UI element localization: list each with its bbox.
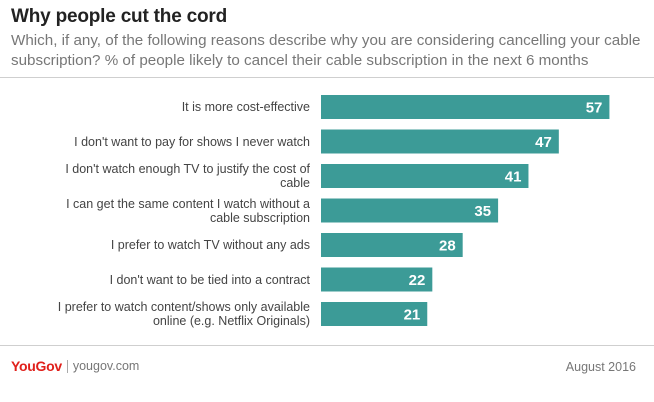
bar-value-label: 41 [505, 169, 522, 186]
category-label: I can get the same content I watch witho… [66, 196, 310, 225]
bar-value-label: 47 [535, 134, 552, 151]
chart-subtitle: Which, if any, of the following reasons … [11, 32, 641, 69]
bar [321, 129, 559, 154]
footer-separator [66, 359, 68, 373]
top-divider [0, 77, 654, 78]
category-label: I don't want to be tied into a contract [109, 272, 310, 287]
bottom-divider [0, 345, 654, 346]
category-label: I prefer to watch content/shows only ava… [57, 300, 310, 328]
bar-value-label: 28 [439, 238, 456, 255]
category-label: I prefer to watch TV without any ads [110, 238, 310, 252]
chart-title: Why people cut the cord [11, 6, 228, 27]
footer: YouGov yougov.com [11, 358, 139, 374]
bar-value-label: 35 [474, 203, 491, 220]
yougov-logo: YouGov [11, 358, 62, 374]
bar [321, 198, 499, 223]
bar [321, 95, 610, 119]
category-label: I don't watch enough TV to justify the c… [65, 162, 310, 190]
bar [321, 267, 433, 292]
publication-date: August 2016 [565, 360, 636, 374]
bar [321, 233, 463, 257]
bar [321, 302, 428, 326]
bar-value-label: 21 [404, 307, 421, 324]
bar-value-label: 22 [409, 272, 426, 289]
bar-value-label: 57 [586, 100, 603, 117]
category-label: I don't want to pay for shows I never wa… [74, 134, 310, 149]
category-label: It is more cost-effective [181, 100, 310, 114]
bar [321, 164, 529, 188]
site-url[interactable]: yougov.com [72, 359, 140, 373]
